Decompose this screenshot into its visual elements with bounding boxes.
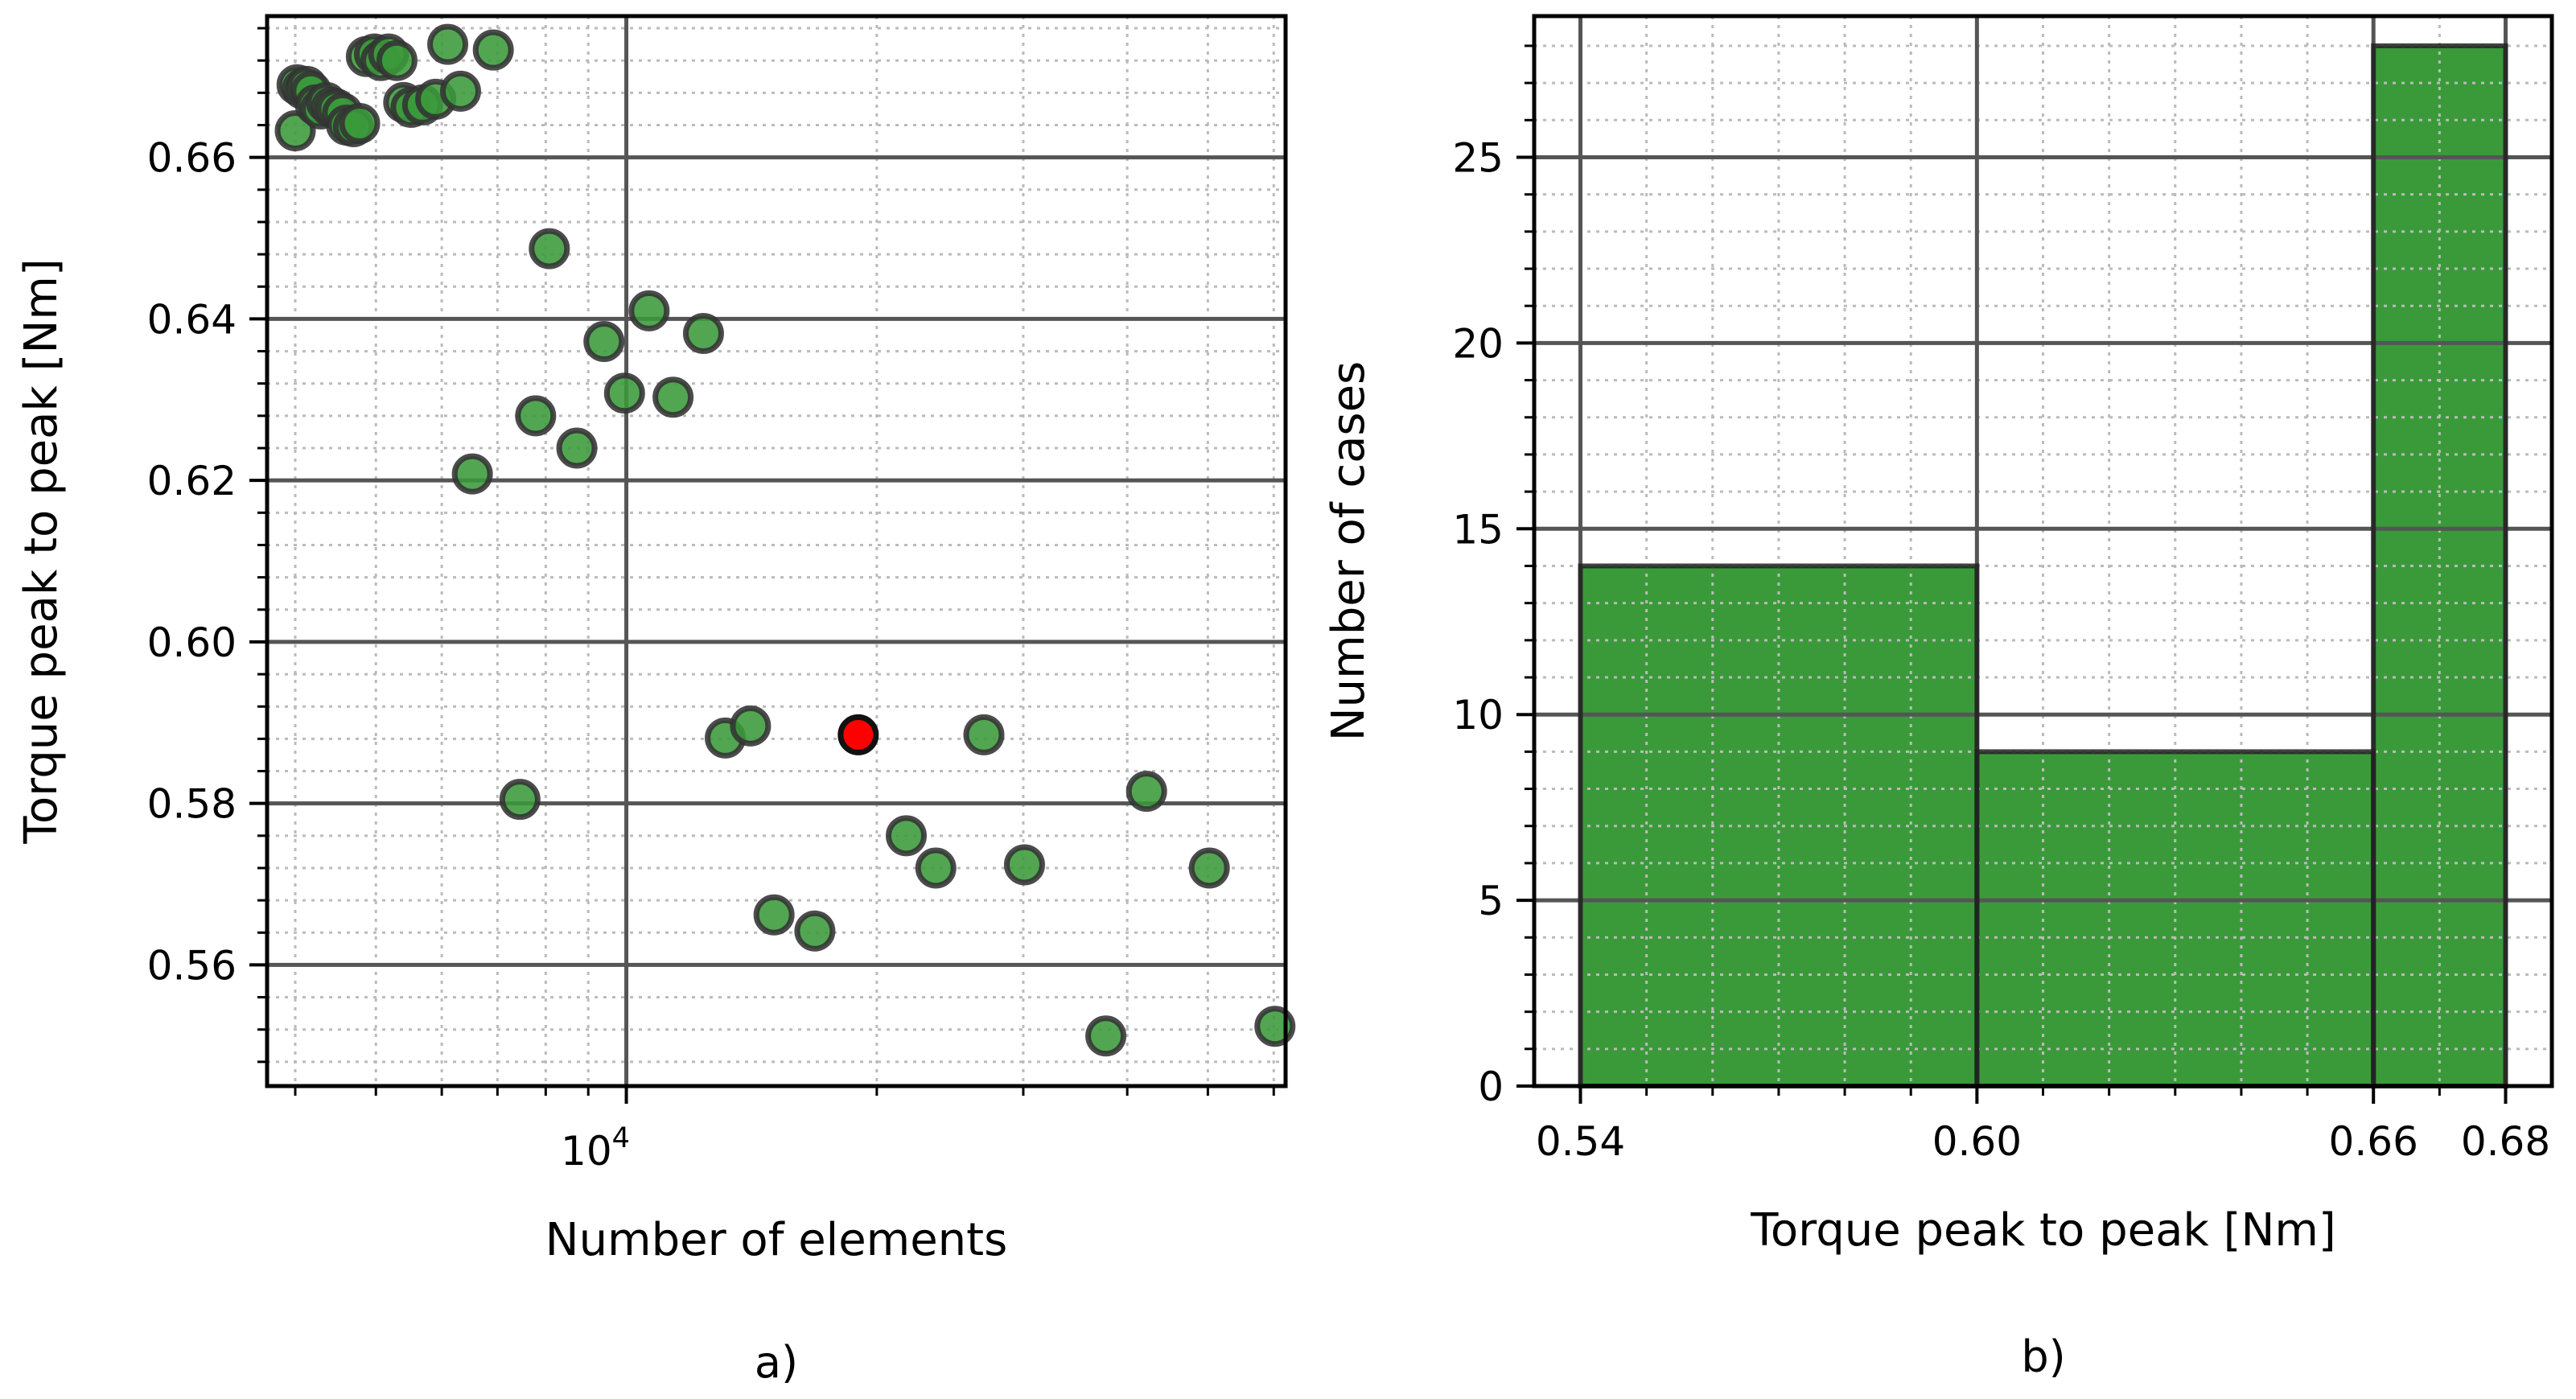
panel-b-x-tick-labels: 0.54 0.60 0.66 0.68 [1536,1118,2550,1165]
panel-a-y-axis-label: Torque peak to peak [Nm] [15,258,68,845]
panel-a-x-tick-base: 10 [561,1128,612,1175]
scatter-point [628,290,670,331]
panel-a-x-tick-label: 104 [561,1122,630,1175]
panel-a-ticks [249,27,1275,1104]
y-tick-label: 0.58 [147,781,237,828]
scatter-point [885,815,927,857]
scatter-point [753,894,795,936]
panel-a-label: a) [755,1337,798,1388]
scatter-point [515,395,557,437]
scatter-point [529,228,570,270]
y-tick-label: 25 [1452,134,1504,181]
panel-b-y-tick-labels: 0 5 10 15 20 25 [1452,134,1504,1110]
x-tick-label: 0.66 [2329,1118,2418,1165]
scatter-point [499,779,541,821]
highlight-point [837,714,879,755]
scatter-point [451,453,493,495]
panel-b-y-axis-label: Number of cases [1323,361,1375,741]
scatter-point [427,23,469,65]
scatter-point [915,847,957,889]
scatter-point [682,312,724,354]
y-tick-label: 15 [1452,506,1504,553]
y-tick-label: 0.64 [147,296,237,343]
panel-b-x-axis-label: Torque peak to peak [Nm] [1750,1204,2336,1257]
scatter-point [1085,1015,1127,1057]
y-tick-label: 0.60 [147,619,237,666]
scatter-point [1125,771,1167,813]
scatter-point [376,39,418,81]
y-tick-label: 20 [1452,320,1504,367]
y-tick-label: 0.56 [147,942,237,989]
y-tick-label: 10 [1452,692,1504,739]
scatter-point [583,321,625,363]
panel-a-x-tick-exponent: 4 [612,1122,630,1154]
panel-a-highlight-layer [837,714,879,755]
panel-a-minor-grid [267,16,1286,1086]
scatter-point [339,103,381,145]
x-tick-label: 0.60 [1932,1118,2022,1165]
x-tick-label: 0.54 [1536,1118,1625,1165]
panel-a-x-axis-label: Number of elements [545,1214,1008,1266]
scatter-point [603,372,645,414]
panel-b-label: b) [2021,1331,2065,1382]
scatter-point [652,376,694,418]
scatter-point [730,705,772,747]
scatter-point [1188,847,1230,889]
scatter-point [439,70,481,112]
panel-a-points [274,23,1296,1057]
scatter-point [1003,844,1045,886]
y-tick-label: 5 [1478,878,1504,924]
panel-a: 0.56 0.58 0.60 0.62 0.64 0.66 104 Number of e… [15,14,1296,1388]
scatter-point [472,29,514,71]
x-tick-label: 0.68 [2461,1118,2550,1165]
y-tick-label: 0.66 [147,135,237,182]
y-tick-label: 0.62 [147,458,237,504]
panel-a-major-grid [267,16,1286,1086]
panel-a-frame [265,14,1288,1088]
panel-b: 0 5 10 15 20 25 0.54 0.60 0.66 0.68 Torque peak … [1323,14,2554,1382]
panel-a-y-tick-labels: 0.56 0.58 0.60 0.62 0.64 0.66 [147,135,237,990]
scatter-point [963,714,1005,755]
panel-b-ticks [1516,44,2508,1104]
y-tick-label: 0 [1478,1064,1504,1110]
scatter-point [556,427,598,469]
scatter-point [794,910,836,952]
